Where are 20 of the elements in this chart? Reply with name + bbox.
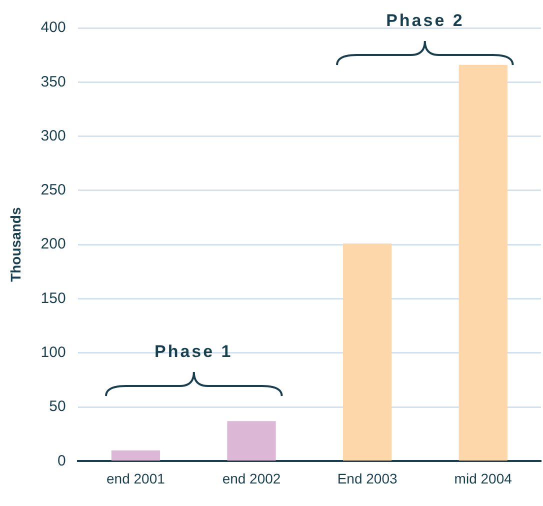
y-tick-label: 100 (40, 344, 66, 362)
bar (227, 421, 276, 460)
annotation: Phase 2 (386, 11, 464, 31)
bar (342, 244, 392, 460)
bar (458, 64, 508, 460)
y-tick-label: 0 (57, 452, 66, 470)
y-tick-label: 350 (40, 73, 66, 90)
x-tick-label: end 2001 (106, 470, 166, 486)
y-tick-label: 300 (40, 127, 66, 144)
y-tick-label: 50 (49, 398, 66, 416)
x-tick-label: mid 2004 (454, 470, 512, 486)
y-tick-label: 150 (40, 290, 66, 307)
y-axis-title: Thousands (7, 207, 24, 282)
x-tick-label: End 2003 (337, 470, 398, 486)
x-tick-label: end 2002 (222, 470, 281, 486)
y-tick-label: 250 (40, 182, 66, 199)
annotation: Phase 1 (154, 342, 233, 362)
y-tick-label: 200 (40, 236, 66, 253)
y-tick-label: 400 (40, 19, 66, 36)
bar (111, 450, 160, 460)
